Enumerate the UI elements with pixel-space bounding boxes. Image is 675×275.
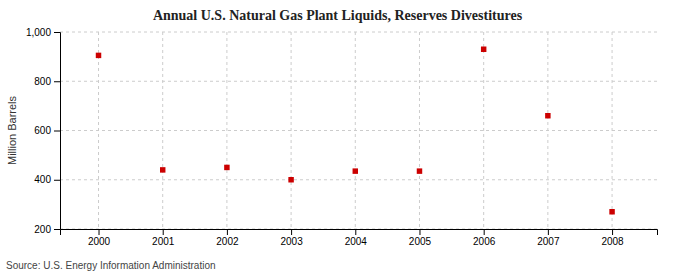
x-tick-mark — [227, 229, 228, 235]
x-grid-line — [547, 32, 548, 229]
x-grid-line — [162, 32, 163, 229]
y-tick-label: 600 — [34, 125, 51, 136]
x-tick-label: 2007 — [537, 236, 560, 247]
y-axis-title: Million Barrels — [6, 95, 18, 165]
x-tick-label: 2006 — [473, 236, 496, 247]
point — [224, 165, 229, 170]
x-tick-label: 2004 — [345, 236, 368, 247]
x-tick: 2007 — [537, 229, 560, 247]
x-tick-mark — [419, 229, 420, 235]
y-tick-label: 1,000 — [26, 27, 51, 38]
y-tick-mark — [54, 32, 60, 33]
title: Annual U.S. Natural Gas Plant Liquids, R… — [153, 8, 523, 23]
x-tick: 2004 — [345, 229, 368, 247]
x-tick-label: 2005 — [409, 236, 432, 247]
x-grid-line — [226, 32, 227, 229]
x-grid-line — [483, 32, 484, 229]
x-tick-mark — [99, 229, 100, 235]
points — [96, 46, 615, 214]
point — [96, 53, 101, 58]
y-tick-mark — [54, 229, 60, 230]
x-tick-mark — [612, 229, 613, 235]
plot: 2000 2001 2002 2003 2004 2005 2006 2007 2008 200 4… — [26, 27, 658, 247]
y-axis: 200 400 600 800 1,000 — [26, 27, 61, 235]
x-grid-line — [98, 32, 99, 229]
x-tick-label: 2002 — [216, 236, 239, 247]
x-tick-mark — [548, 229, 549, 235]
y-tick: 400 — [34, 174, 60, 185]
point — [481, 46, 486, 51]
x-tick-mark — [484, 229, 485, 235]
x-tick: 2003 — [280, 229, 303, 247]
point — [545, 113, 550, 118]
y-tick-label: 400 — [34, 174, 51, 185]
x-grid-line — [612, 32, 613, 229]
y-tick-label: 200 — [34, 224, 51, 235]
point — [609, 209, 614, 214]
point — [160, 167, 165, 172]
x-tick: 2002 — [216, 229, 239, 247]
y-tick-mark — [54, 180, 60, 181]
chart: 2000 2001 2002 2003 2004 2005 2006 2007 2008 200 4… — [0, 0, 675, 275]
x-tick-label: 2003 — [280, 236, 303, 247]
y-tick-label: 800 — [34, 76, 51, 87]
y-tick: 600 — [34, 125, 60, 136]
annotation: Source: U.S. Energy Information Administ… — [6, 260, 216, 271]
x-axis: 2000 2001 2002 2003 2004 2005 2006 2007 2008 — [61, 229, 658, 247]
y-grid-line — [60, 32, 657, 33]
point — [417, 168, 422, 173]
x-grid-line — [291, 32, 292, 229]
y-tick: 1,000 — [26, 27, 60, 38]
y-axis-line — [54, 33, 61, 230]
y-tick: 800 — [34, 76, 60, 87]
x-tick: 2000 — [88, 229, 111, 247]
x-grid-line — [355, 32, 356, 229]
x-tick-label: 2001 — [152, 236, 175, 247]
x-tick-label: 2000 — [88, 236, 111, 247]
x-tick-label: 2008 — [601, 236, 624, 247]
x-tick-mark — [291, 229, 292, 235]
x-axis-line — [61, 230, 658, 236]
x-tick: 2008 — [601, 229, 624, 247]
point — [353, 168, 358, 173]
x-grid-line — [419, 32, 420, 229]
x-tick: 2005 — [409, 229, 432, 247]
x-tick-mark — [163, 229, 164, 235]
point — [288, 177, 293, 182]
y-grid-line — [60, 179, 657, 180]
grid — [60, 32, 657, 229]
y-grid-line — [60, 130, 657, 131]
y-tick: 200 — [34, 224, 60, 235]
x-tick: 2006 — [473, 229, 496, 247]
y-tick-mark — [54, 81, 60, 82]
x-tick-mark — [355, 229, 356, 235]
y-tick-mark — [54, 131, 60, 132]
y-grid-line — [60, 81, 657, 82]
x-tick: 2001 — [152, 229, 175, 247]
